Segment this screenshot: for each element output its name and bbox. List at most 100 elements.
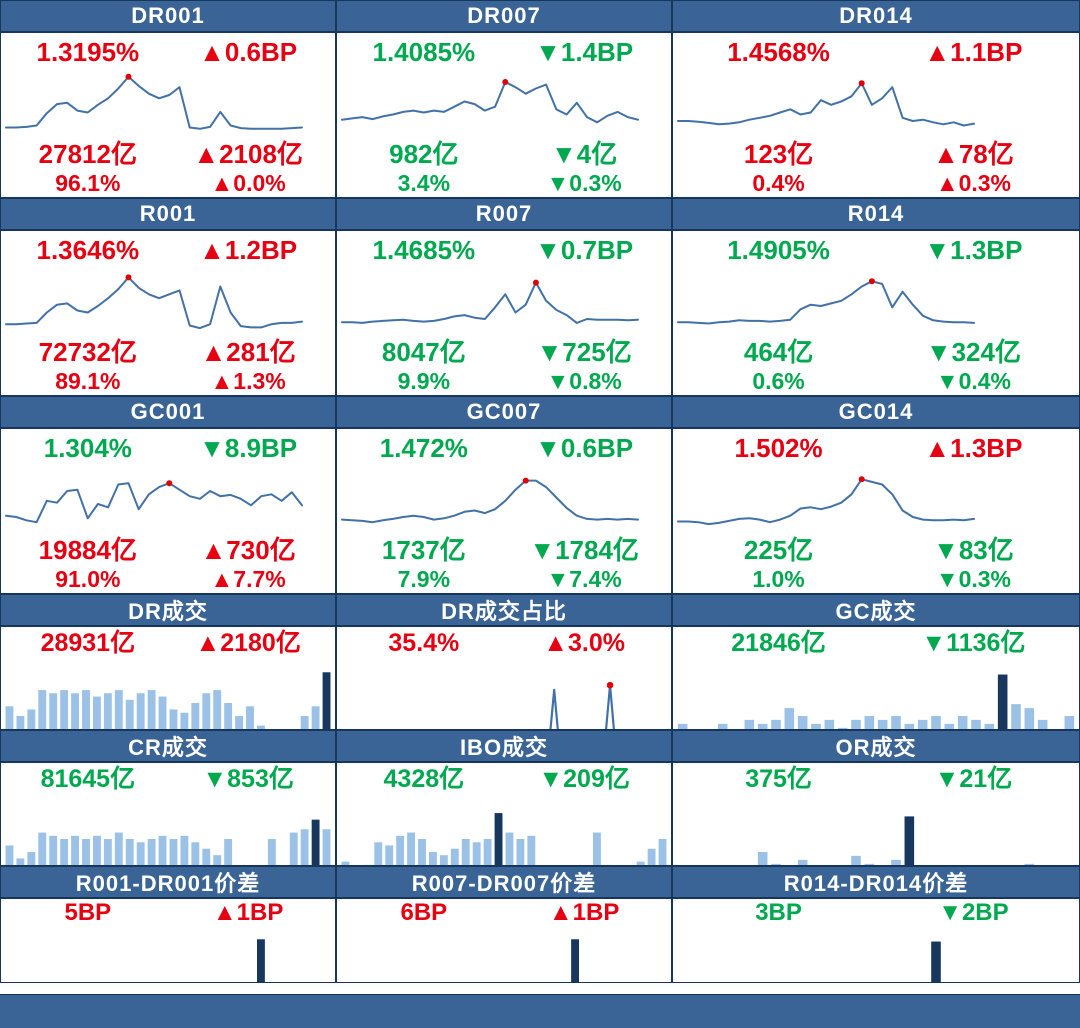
panel-title-dr007: DR007 (337, 1, 671, 33)
share-value: 91.0% (55, 566, 121, 592)
panel-title-r001: R001 (1, 199, 335, 231)
share-value: 0.4% (752, 170, 805, 196)
panel-gc007: GC007 1.472% ▼0.6BP 1737亿 ▼1784亿 7.9% ▼7… (336, 396, 672, 594)
footer-bar (0, 994, 1080, 1028)
share-change: ▼0.3% (935, 566, 1012, 592)
panel-r007-dr007-spread: R007-DR007价差 6BP ▲1BP (336, 866, 672, 983)
panel-gc001: GC001 1.304% ▼8.9BP 19884亿 ▲730亿 91.0% ▲… (0, 396, 336, 594)
panel-or-volume: OR成交 375亿 ▼21亿 (672, 730, 1080, 866)
rate-change: ▲1.3BP (924, 433, 1023, 463)
panel-title-gc-volume: GC成交 (673, 595, 1079, 627)
rate-change: ▲1.2BP (199, 235, 298, 265)
volume-value: 464亿 (743, 337, 814, 367)
panel-title-dr-share: DR成交占比 (337, 595, 671, 627)
rate-value: 1.502% (734, 433, 823, 463)
r001-line-chart (5, 274, 303, 330)
share-change: ▼7.4% (546, 566, 622, 592)
rate-value: 1.4905% (727, 235, 830, 265)
panel-title-r007: R007 (337, 199, 671, 231)
share-value: 7.9% (397, 566, 451, 592)
dr007-line-chart (341, 79, 639, 124)
panel-dr014: DR014 1.4568% ▲1.1BP 123亿 ▲78亿 0.4% ▲0.3… (672, 0, 1080, 198)
rate-change: ▼1.4BP (535, 37, 634, 67)
panel-dr-share: DR成交占比 35.4% ▲3.0% (336, 594, 672, 730)
panel-ibo-volume: IBO成交 4328亿 ▼209亿 (336, 730, 672, 866)
panel-r001-dr001-spread: R001-DR001价差 5BP ▲1BP (0, 866, 336, 983)
r007-dr007-spread-bar-chart (571, 939, 580, 982)
r007-line-chart (341, 279, 639, 324)
share-value: 89.1% (55, 368, 121, 394)
rate-change: ▼8.9BP (199, 433, 298, 463)
share-value: 0.6% (752, 368, 805, 394)
panel-r007: R007 1.4685% ▼0.7BP 8047亿 ▼725亿 9.9% ▼0.… (336, 198, 672, 396)
panel-title-dr-volume: DR成交 (1, 595, 335, 627)
volume-change: ▼1136亿 (921, 629, 1026, 657)
panel-r001: R001 1.3646% ▲1.2BP 72732亿 ▲281亿 89.1% ▲… (0, 198, 336, 396)
volume-change: ▼209亿 (538, 765, 630, 793)
panel-cr-volume: CR成交 81645亿 ▼853亿 (0, 730, 336, 866)
panel-title-r001-dr001-spread: R001-DR001价差 (1, 867, 335, 899)
share-change: ▼0.3% (546, 170, 622, 196)
volume-value: 72732亿 (38, 337, 137, 367)
panel-gc-volume: GC成交 21846亿 ▼1136亿 (672, 594, 1080, 730)
r001-dr001-spread-bar-chart (256, 939, 265, 982)
volume-value: 1737亿 (381, 535, 466, 565)
gc001-line-chart (5, 480, 303, 524)
volume-value: 123亿 (743, 139, 814, 169)
volume-change: ▲281亿 (200, 337, 296, 367)
share-change: ▲0.0% (210, 170, 286, 196)
volume-value: 8047亿 (381, 337, 466, 367)
spread-change: ▲1BP (548, 899, 620, 926)
volume-change: ▼21亿 (934, 765, 1013, 793)
share-change: ▼0.4% (935, 368, 1012, 394)
panel-gc014: GC014 1.502% ▲1.3BP 225亿 ▼83亿 1.0% ▼0.3% (672, 396, 1080, 594)
panel-grid: DR001 1.3195% ▲0.6BP 27812亿 ▲2108亿 96.1%… (0, 0, 1080, 983)
panel-title-r007-dr007-spread: R007-DR007价差 (337, 867, 671, 899)
rate-value: 1.472% (379, 433, 468, 463)
rate-change: ▼0.6BP (535, 433, 634, 463)
panel-dr001: DR001 1.3195% ▲0.6BP 27812亿 ▲2108亿 96.1%… (0, 0, 336, 198)
spread-value: 3BP (755, 899, 802, 926)
rate-change: ▼1.3BP (924, 235, 1023, 265)
volume-value: 19884亿 (38, 535, 137, 565)
volume-value: 21846亿 (731, 629, 826, 657)
panel-title-gc001: GC001 (1, 397, 335, 429)
volume-change: ▼83亿 (933, 535, 1014, 565)
panel-title-r014-dr014-spread: R014-DR014价差 (673, 867, 1079, 899)
dr014-line-chart (677, 80, 975, 127)
dr-share-line-chart (549, 681, 615, 729)
volume-value: 27812亿 (38, 139, 137, 169)
share-value: 96.1% (55, 170, 121, 196)
volume-value: 28931亿 (40, 629, 136, 657)
r014-line-chart (677, 278, 975, 325)
rate-value: 1.4568% (727, 37, 830, 67)
volume-change: ▼4亿 (551, 139, 618, 169)
panel-title-gc007: GC007 (337, 397, 671, 429)
rate-value: 1.304% (43, 433, 132, 463)
volume-value: 982亿 (389, 139, 459, 169)
share-change: ▲7.7% (210, 566, 286, 592)
share-value: 3.4% (397, 170, 451, 196)
panel-title-gc014: GC014 (673, 397, 1079, 429)
volume-value: 81645亿 (40, 765, 136, 793)
dr-volume-bar-chart (5, 672, 331, 729)
rate-value: 1.4685% (372, 235, 476, 265)
volume-change: ▼725亿 (536, 337, 632, 367)
volume-value: 375亿 (745, 765, 812, 793)
rate-change: ▲1.1BP (924, 37, 1023, 67)
share-value: 35.4% (388, 629, 460, 657)
gc007-line-chart (341, 477, 639, 524)
share-change: ▲0.3% (935, 170, 1012, 196)
panel-title-dr014: DR014 (673, 1, 1079, 33)
footer-zone (0, 983, 1080, 1028)
panel-title-or-volume: OR成交 (673, 731, 1079, 763)
volume-change: ▲78亿 (933, 139, 1014, 169)
rate-value: 1.4085% (372, 37, 476, 67)
gc-volume-bar-chart (677, 674, 1075, 729)
panel-title-dr001: DR001 (1, 1, 335, 33)
volume-value: 4328亿 (383, 765, 465, 793)
panel-title-r014: R014 (673, 199, 1079, 231)
rate-change: ▼0.7BP (535, 235, 634, 265)
panel-dr007: DR007 1.4085% ▼1.4BP 982亿 ▼4亿 3.4% ▼0.3% (336, 0, 672, 198)
